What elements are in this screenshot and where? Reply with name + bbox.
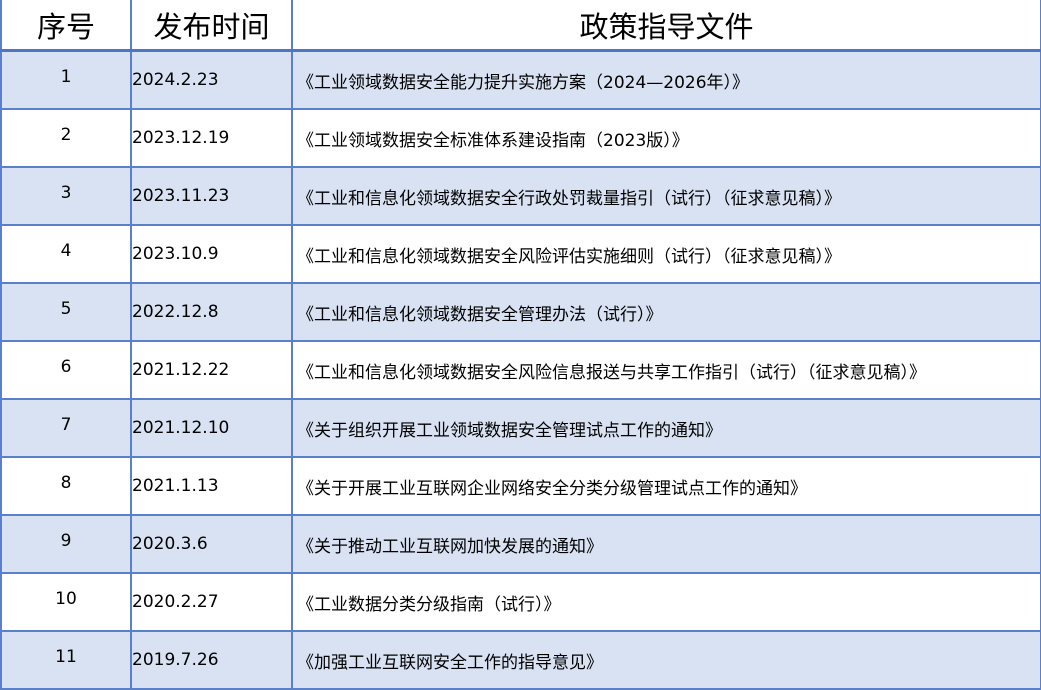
table-row: 7 2021.12.10 《关于组织开展工业领域数据安全管理试点工作的通知》 bbox=[0, 398, 1041, 458]
row-number: 9 bbox=[0, 514, 132, 574]
table-row: 1 2024.2.23 《工业领域数据安全能力提升实施方案（2024—2026年）》 bbox=[0, 49, 1041, 110]
table-row: 5 2022.12.8 《工业和信息化领域数据安全管理办法（试行）》 bbox=[0, 282, 1041, 342]
row-number: 1 bbox=[0, 49, 132, 110]
publish-date: 2023.11.23 bbox=[130, 166, 293, 226]
table-row: 10 2020.2.27 《工业数据分类分级指南（试行）》 bbox=[0, 572, 1041, 632]
row-number: 3 bbox=[0, 166, 132, 226]
header-doc: 政策指导文件 bbox=[291, 0, 1041, 52]
publish-date: 2023.12.19 bbox=[130, 108, 293, 168]
table-row: 6 2021.12.22 《工业和信息化领域数据安全风险信息报送与共享工作指引（试行… bbox=[0, 340, 1041, 400]
table-row: 11 2019.7.26 《加强工业互联网安全工作的指导意见》 bbox=[0, 630, 1041, 690]
publish-date: 2023.10.9 bbox=[130, 224, 293, 284]
header-row: 序号 发布时间 政策指导文件 bbox=[0, 0, 1041, 52]
policy-document: 《关于推动工业互联网加快发展的通知》 bbox=[291, 514, 1041, 574]
row-number: 10 bbox=[0, 572, 132, 632]
row-number: 4 bbox=[0, 224, 132, 284]
policy-document: 《工业和信息化领域数据安全风险信息报送与共享工作指引（试行）（征求意见稿）》 bbox=[291, 340, 1041, 400]
table-row: 8 2021.1.13 《关于开展工业互联网企业网络安全分类分级管理试点工作的通知》 bbox=[0, 456, 1041, 516]
publish-date: 2020.3.6 bbox=[130, 514, 293, 574]
policy-document: 《工业和信息化领域数据安全行政处罚裁量指引（试行）（征求意见稿）》 bbox=[291, 166, 1041, 226]
header-date: 发布时间 bbox=[130, 0, 293, 52]
policy-document: 《工业领域数据安全能力提升实施方案（2024—2026年）》 bbox=[291, 49, 1041, 110]
table-row: 2 2023.12.19 《工业领域数据安全标准体系建设指南（2023版）》 bbox=[0, 108, 1041, 168]
policy-document: 《关于开展工业互联网企业网络安全分类分级管理试点工作的通知》 bbox=[291, 456, 1041, 516]
publish-date: 2021.12.22 bbox=[130, 340, 293, 400]
table-row: 9 2020.3.6 《关于推动工业互联网加快发展的通知》 bbox=[0, 514, 1041, 574]
publish-date: 2021.12.10 bbox=[130, 398, 293, 458]
policy-document: 《工业数据分类分级指南（试行）》 bbox=[291, 572, 1041, 632]
policy-document: 《工业和信息化领域数据安全管理办法（试行）》 bbox=[291, 282, 1041, 342]
row-number: 5 bbox=[0, 282, 132, 342]
policy-document: 《加强工业互联网安全工作的指导意见》 bbox=[291, 630, 1041, 690]
row-number: 7 bbox=[0, 398, 132, 458]
policy-document: 《工业领域数据安全标准体系建设指南（2023版）》 bbox=[291, 108, 1041, 168]
row-number: 6 bbox=[0, 340, 132, 400]
publish-date: 2019.7.26 bbox=[130, 630, 293, 690]
row-number: 2 bbox=[0, 108, 132, 168]
row-number: 8 bbox=[0, 456, 132, 516]
row-number: 11 bbox=[0, 630, 132, 690]
publish-date: 2022.12.8 bbox=[130, 282, 293, 342]
policy-document: 《关于组织开展工业领域数据安全管理试点工作的通知》 bbox=[291, 398, 1041, 458]
publish-date: 2021.1.13 bbox=[130, 456, 293, 516]
publish-date: 2020.2.27 bbox=[130, 572, 293, 632]
policy-document: 《工业和信息化领域数据安全风险评估实施细则（试行）（征求意见稿）》 bbox=[291, 224, 1041, 284]
table-row: 3 2023.11.23 《工业和信息化领域数据安全行政处罚裁量指引（试行）（征求意… bbox=[0, 166, 1041, 226]
publish-date: 2024.2.23 bbox=[130, 49, 293, 110]
header-no: 序号 bbox=[0, 0, 132, 52]
table-row: 4 2023.10.9 《工业和信息化领域数据安全风险评估实施细则（试行）（征求意见… bbox=[0, 224, 1041, 284]
